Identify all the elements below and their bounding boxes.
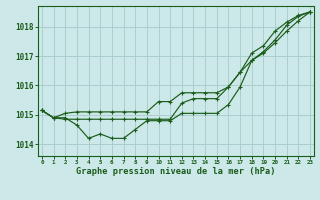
X-axis label: Graphe pression niveau de la mer (hPa): Graphe pression niveau de la mer (hPa) [76, 167, 276, 176]
